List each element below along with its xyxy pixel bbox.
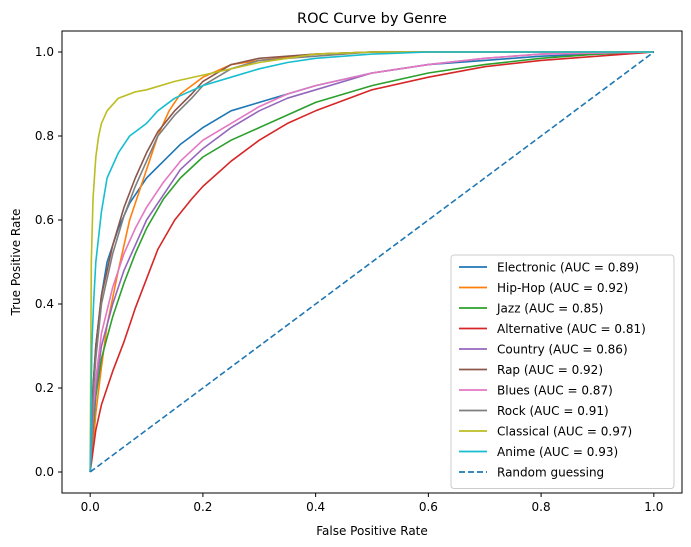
x-tick-label: 0.2 [193,500,212,514]
series-line-classical [89,51,654,473]
legend-label-electronic: Electronic (AUC = 0.89) [497,261,639,275]
legend-label-alternative: Alternative (AUC = 0.81) [497,322,646,336]
plot-frame [61,30,683,494]
y-tick-label: 0.6 [35,213,54,227]
legend-label-rock: Rock (AUC = 0.91) [497,404,609,418]
x-axis-label: False Positive Rate [316,524,428,538]
x-tick-label: 0.0 [81,500,100,514]
y-axis-label: True Positive Rate [9,209,23,317]
y-tick-label: 0.8 [35,129,54,143]
chart-title: ROC Curve by Genre [297,11,447,27]
series-line-random-guessing [89,51,655,473]
y-tick-label: 0.4 [35,297,54,311]
legend-label-jazz: Jazz (AUC = 0.85) [496,302,603,316]
legend: Electronic (AUC = 0.89) Hip-Hop (AUC = 0.… [450,254,675,489]
x-tick-label: 1.0 [644,500,663,514]
legend-label-blues: Blues (AUC = 0.87) [497,384,613,398]
y-tick-label: 0.2 [35,381,54,395]
legend-label-random-guessing: Random guessing [497,466,604,480]
axis-ticks: 0.0 0.2 0.4 0.6 0.8 1.0 0.0 0.2 0.4 0.6 0.8 1.0 [35,45,663,514]
series-lines [89,51,655,473]
series-line-alternative [89,51,654,473]
series-line-rock [89,51,654,473]
legend-label-rap: Rap (AUC = 0.92) [497,363,603,377]
x-tick-label: 0.6 [419,500,438,514]
series-line-anime [89,51,654,473]
y-tick-label: 0.0 [35,465,54,479]
legend-label-hip-hop: Hip-Hop (AUC = 0.92) [497,281,628,295]
legend-box [450,254,675,489]
legend-label-classical: Classical (AUC = 0.97) [497,425,632,439]
x-tick-label: 0.8 [532,500,551,514]
series-line-jazz [89,51,654,473]
x-tick-label: 0.4 [306,500,325,514]
series-line-blues [89,51,654,473]
legend-label-anime: Anime (AUC = 0.93) [497,445,618,459]
y-tick-label: 1.0 [35,45,54,59]
legend-label-country: Country (AUC = 0.86) [497,343,628,357]
